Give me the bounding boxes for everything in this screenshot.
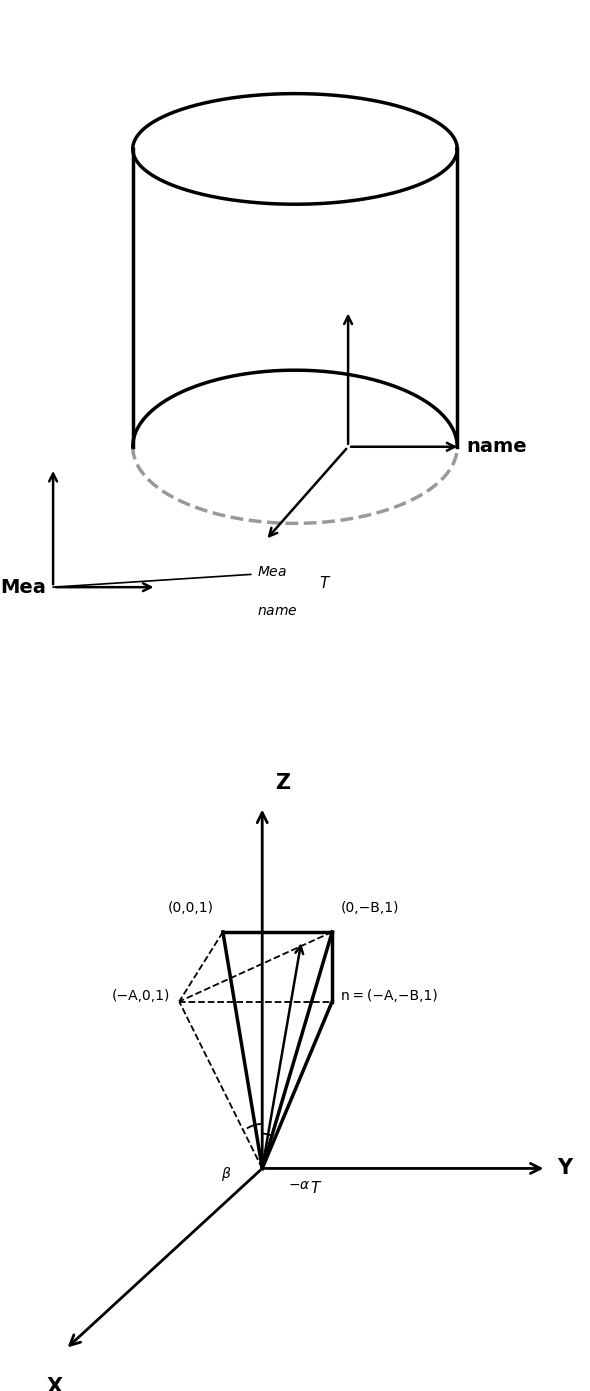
- Text: $\mathit{T}$: $\mathit{T}$: [319, 574, 331, 591]
- Text: (0,−B,1): (0,−B,1): [341, 901, 399, 915]
- Text: $\mathit{Mea}$: $\mathit{Mea}$: [257, 565, 287, 579]
- Text: Z: Z: [276, 773, 290, 793]
- Text: name: name: [466, 437, 527, 456]
- Text: $\beta$: $\beta$: [221, 1166, 232, 1182]
- Text: Y: Y: [557, 1159, 572, 1178]
- Text: n = (−A,−B,1): n = (−A,−B,1): [341, 989, 438, 1003]
- Text: (−A,0,1): (−A,0,1): [112, 989, 171, 1003]
- Text: (0,0,1): (0,0,1): [168, 901, 214, 915]
- Text: Mea: Mea: [0, 577, 46, 597]
- Text: $\mathit{T}$: $\mathit{T}$: [310, 1180, 323, 1196]
- Text: X: X: [47, 1377, 63, 1391]
- Text: $\mathit{name}$: $\mathit{name}$: [257, 604, 297, 618]
- Text: $-\alpha$: $-\alpha$: [289, 1178, 311, 1192]
